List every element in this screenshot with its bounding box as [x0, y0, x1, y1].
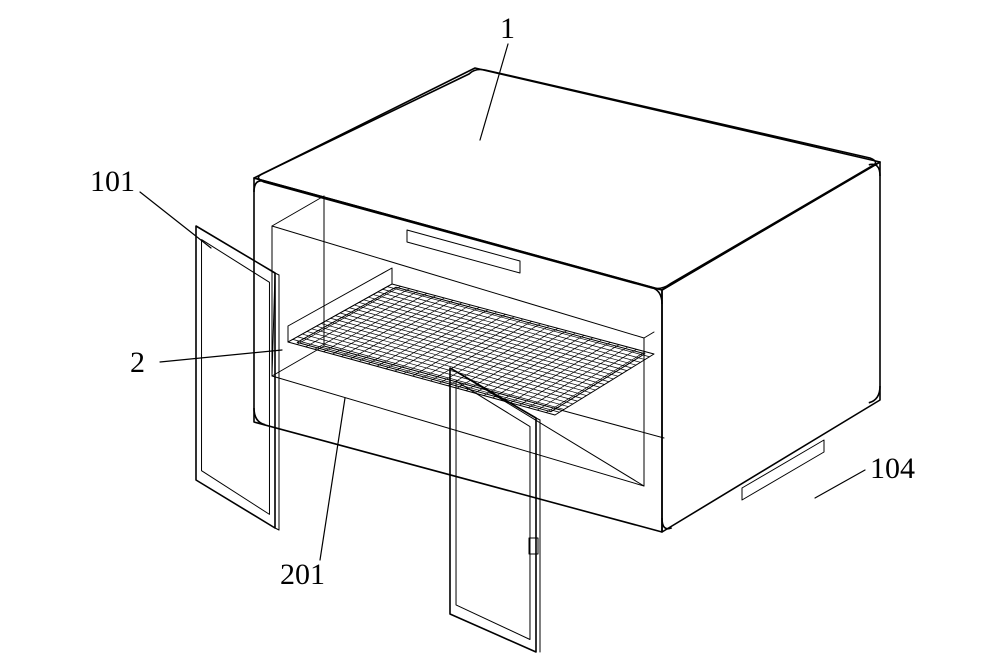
label-104: 104: [870, 452, 915, 486]
label-2: 2: [130, 346, 145, 380]
label-1: 1: [500, 12, 515, 46]
label-101: 101: [90, 165, 135, 199]
drawing-svg: [0, 0, 1000, 660]
figure-stage: 1 101 2 201 104: [0, 0, 1000, 660]
label-201: 201: [280, 558, 325, 592]
